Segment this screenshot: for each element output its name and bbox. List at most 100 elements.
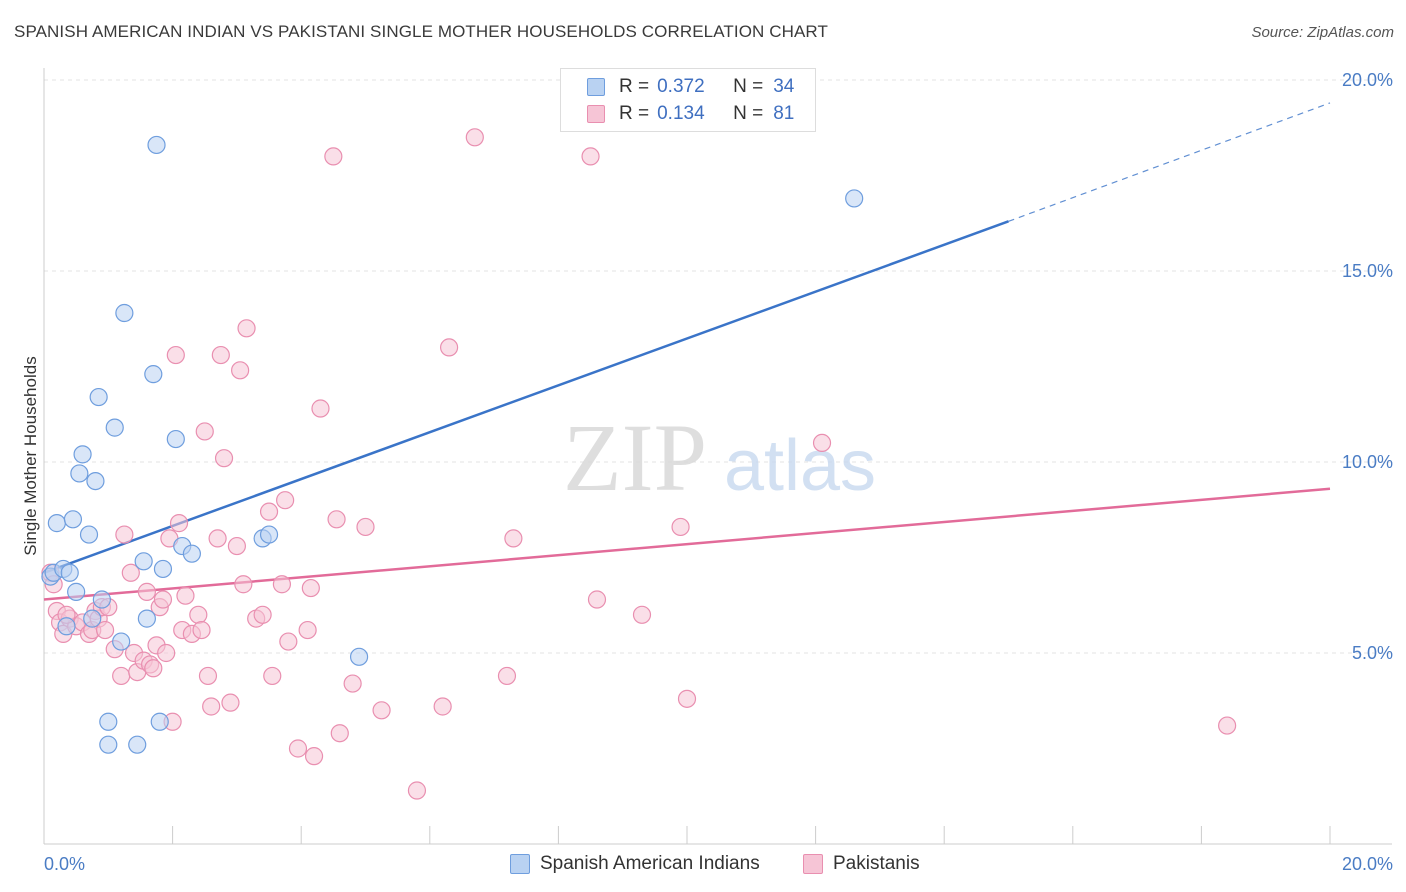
point-spanish-american-indians bbox=[79, 525, 99, 544]
y-tick-label: 5.0% bbox=[1352, 643, 1393, 663]
point-spanish-american-indians bbox=[89, 387, 108, 407]
point-pakistanis bbox=[504, 529, 523, 548]
point-pakistanis bbox=[202, 697, 221, 716]
stats-legend: R = 0.372 N = 34 R = 0.134 N = 81 bbox=[560, 68, 816, 132]
point-pakistanis bbox=[153, 590, 173, 609]
point-pakistanis bbox=[115, 525, 134, 544]
legend-r-label: R = bbox=[619, 103, 650, 124]
legend-n-value: 34 bbox=[773, 76, 795, 97]
point-pakistanis bbox=[343, 674, 362, 693]
trend-line-pakistanis bbox=[43, 487, 1331, 601]
point-spanish-american-indians bbox=[134, 552, 153, 571]
point-pakistanis bbox=[214, 449, 234, 468]
point-pakistanis bbox=[211, 345, 230, 365]
series-legend: Spanish American Indians Pakistanis bbox=[0, 851, 1406, 877]
point-pakistanis bbox=[330, 724, 349, 743]
y-axis-label: Single Mother Households bbox=[21, 356, 40, 555]
point-pakistanis bbox=[198, 666, 218, 686]
series-legend-label: Pakistanis bbox=[833, 853, 920, 874]
x-tick-label: 20.0% bbox=[1342, 854, 1393, 874]
point-pakistanis bbox=[276, 491, 295, 510]
point-pakistanis bbox=[221, 693, 240, 712]
point-spanish-american-indians bbox=[147, 135, 166, 155]
point-spanish-american-indians bbox=[349, 647, 369, 666]
legend-n-label: N = bbox=[733, 76, 764, 97]
point-pakistanis bbox=[157, 643, 176, 663]
watermark-zip: ZIP bbox=[563, 404, 707, 511]
point-pakistanis bbox=[372, 701, 391, 720]
trend-line-extension bbox=[1008, 102, 1331, 222]
point-spanish-american-indians bbox=[115, 303, 134, 323]
point-pakistanis bbox=[632, 605, 652, 624]
point-pakistanis bbox=[237, 319, 256, 338]
legend-r-value: 0.134 bbox=[657, 103, 705, 124]
tick-labels: 5.0% 10.0% 15.0% 20.0% 0.0% 20.0% bbox=[44, 70, 1393, 874]
y-tick-label: 20.0% bbox=[1342, 70, 1393, 90]
point-pakistanis bbox=[407, 781, 427, 800]
series-legend-item-spanish-american-indians: Spanish American Indians bbox=[510, 851, 760, 877]
point-pakistanis bbox=[259, 502, 279, 521]
point-pakistanis bbox=[587, 590, 607, 609]
point-pakistanis bbox=[311, 399, 330, 418]
watermark: ZIP atlas bbox=[563, 404, 876, 511]
point-pakistanis bbox=[356, 517, 375, 537]
legend-n-label: N = bbox=[733, 103, 764, 124]
data-points bbox=[41, 128, 1237, 800]
trend-line-spanish-american-indians bbox=[43, 220, 1009, 574]
series-legend-item-pakistanis: Pakistanis bbox=[803, 851, 920, 877]
point-spanish-american-indians bbox=[92, 590, 111, 609]
point-pakistanis bbox=[189, 605, 208, 624]
point-pakistanis bbox=[253, 605, 272, 624]
point-spanish-american-indians bbox=[67, 582, 86, 601]
point-pakistanis bbox=[263, 666, 282, 686]
watermark-atlas: atlas bbox=[724, 426, 876, 506]
legend-swatch-pink bbox=[587, 105, 605, 123]
x-tick-label: 0.0% bbox=[44, 854, 85, 874]
legend-row-spanish-american-indians: R = 0.372 N = 34 bbox=[587, 74, 795, 100]
point-pakistanis bbox=[288, 739, 308, 758]
point-pakistanis bbox=[433, 697, 452, 716]
point-pakistanis bbox=[137, 582, 156, 601]
point-pakistanis bbox=[95, 620, 115, 640]
point-spanish-american-indians bbox=[150, 712, 169, 731]
point-pakistanis bbox=[1218, 716, 1237, 735]
chart-title: SPANISH AMERICAN INDIAN VS PAKISTANI SIN… bbox=[14, 22, 828, 41]
point-pakistanis bbox=[812, 433, 832, 452]
point-pakistanis bbox=[327, 510, 346, 529]
point-pakistanis bbox=[304, 747, 324, 766]
legend-swatch-blue bbox=[587, 78, 605, 96]
point-pakistanis bbox=[231, 361, 250, 380]
point-pakistanis bbox=[272, 575, 292, 594]
point-pakistanis bbox=[301, 578, 320, 598]
point-spanish-american-indians bbox=[73, 445, 92, 464]
point-spanish-american-indians bbox=[47, 514, 66, 533]
point-pakistanis bbox=[677, 689, 697, 708]
legend-r-value: 0.372 bbox=[657, 76, 705, 97]
point-pakistanis bbox=[166, 345, 185, 365]
chart-source: Source: ZipAtlas.com bbox=[1251, 24, 1394, 41]
point-pakistanis bbox=[121, 563, 140, 582]
point-pakistanis bbox=[227, 536, 246, 556]
point-spanish-american-indians bbox=[70, 464, 89, 483]
point-pakistanis bbox=[279, 632, 298, 651]
legend-n-value: 81 bbox=[773, 103, 795, 124]
point-pakistanis bbox=[465, 128, 484, 147]
point-spanish-american-indians bbox=[182, 544, 201, 563]
point-pakistanis bbox=[324, 147, 343, 166]
legend-row-pakistanis: R = 0.134 N = 81 bbox=[587, 101, 795, 127]
point-spanish-american-indians bbox=[845, 189, 864, 208]
point-spanish-american-indians bbox=[144, 365, 163, 384]
point-spanish-american-indians bbox=[63, 510, 83, 529]
point-pakistanis bbox=[176, 586, 195, 605]
point-spanish-american-indians bbox=[57, 617, 76, 636]
point-pakistanis bbox=[195, 422, 214, 441]
point-pakistanis bbox=[169, 514, 189, 533]
point-pakistanis bbox=[581, 147, 600, 166]
point-spanish-american-indians bbox=[166, 429, 185, 449]
trend-lines bbox=[43, 102, 1331, 601]
point-spanish-american-indians bbox=[105, 418, 124, 437]
point-pakistanis bbox=[112, 666, 131, 686]
point-spanish-american-indians bbox=[128, 735, 147, 754]
point-pakistanis bbox=[192, 620, 211, 640]
point-spanish-american-indians bbox=[99, 735, 118, 754]
